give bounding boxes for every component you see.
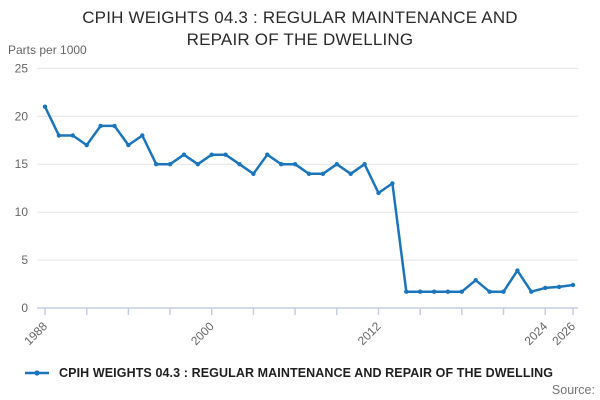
data-point — [98, 123, 103, 129]
y-axis-label: 0 — [21, 301, 28, 315]
data-point — [431, 289, 437, 294]
legend-line-icon — [25, 370, 49, 376]
x-axis-label: 2026 — [549, 319, 578, 348]
data-point — [487, 289, 492, 294]
y-axis-label: 5 — [21, 253, 28, 267]
data-point — [154, 162, 159, 167]
y-axis-units-label: Parts per 1000 — [8, 43, 87, 57]
data-point — [348, 171, 353, 176]
data-point — [126, 142, 131, 148]
data-point — [292, 162, 298, 167]
data-point — [404, 289, 409, 294]
chart-title-line2: REPAIR OF THE DWELLING — [186, 30, 414, 49]
data-point — [167, 162, 173, 167]
data-point — [195, 162, 200, 167]
data-point — [306, 171, 312, 176]
data-point — [501, 289, 506, 294]
data-point — [362, 162, 367, 167]
data-line — [43, 105, 575, 293]
data-point — [473, 278, 478, 283]
data-point — [390, 181, 395, 186]
y-axis-label: 10 — [15, 205, 29, 219]
x-axis-label: 2000 — [188, 319, 217, 348]
y-axis-label: 25 — [15, 61, 29, 75]
data-point — [515, 268, 520, 273]
data-point — [42, 104, 48, 109]
data-point — [418, 289, 423, 294]
data-point — [459, 289, 464, 294]
data-point — [112, 123, 117, 129]
data-point — [237, 162, 242, 167]
data-point — [140, 133, 145, 138]
data-point — [56, 133, 62, 138]
data-point — [181, 152, 187, 157]
data-point — [376, 190, 381, 196]
data-point — [529, 289, 534, 294]
data-point — [445, 289, 451, 294]
data-point — [570, 282, 576, 288]
data-point — [84, 142, 89, 148]
data-point — [556, 284, 562, 290]
data-point — [265, 152, 270, 157]
data-point — [70, 133, 76, 138]
y-axis-label: 15 — [15, 157, 29, 171]
x-axis-label: 2024 — [522, 319, 551, 348]
x-axis-label: 1988 — [21, 319, 50, 348]
source-label: Source: — [551, 383, 595, 397]
legend: CPIH WEIGHTS 04.3 : REGULAR MAINTENANCE … — [24, 366, 553, 380]
data-point — [543, 285, 548, 291]
data-point — [320, 171, 326, 176]
y-axis-label: 20 — [15, 109, 29, 123]
data-point — [279, 162, 284, 167]
x-axis-label: 2012 — [355, 319, 384, 348]
chart-title: CPIH WEIGHTS 04.3 : REGULAR MAINTENANCE … — [0, 7, 600, 51]
data-point — [223, 152, 228, 157]
data-point — [334, 162, 339, 167]
data-point — [251, 171, 256, 176]
data-point — [209, 152, 214, 157]
chart-title-line1: CPIH WEIGHTS 04.3 : REGULAR MAINTENANCE … — [82, 8, 518, 27]
legend-label: CPIH WEIGHTS 04.3 : REGULAR MAINTENANCE … — [59, 366, 554, 380]
chart-canvas: 0 5 10 15 20 25 1988 2000 2012 2024 2026 — [15, 61, 579, 348]
